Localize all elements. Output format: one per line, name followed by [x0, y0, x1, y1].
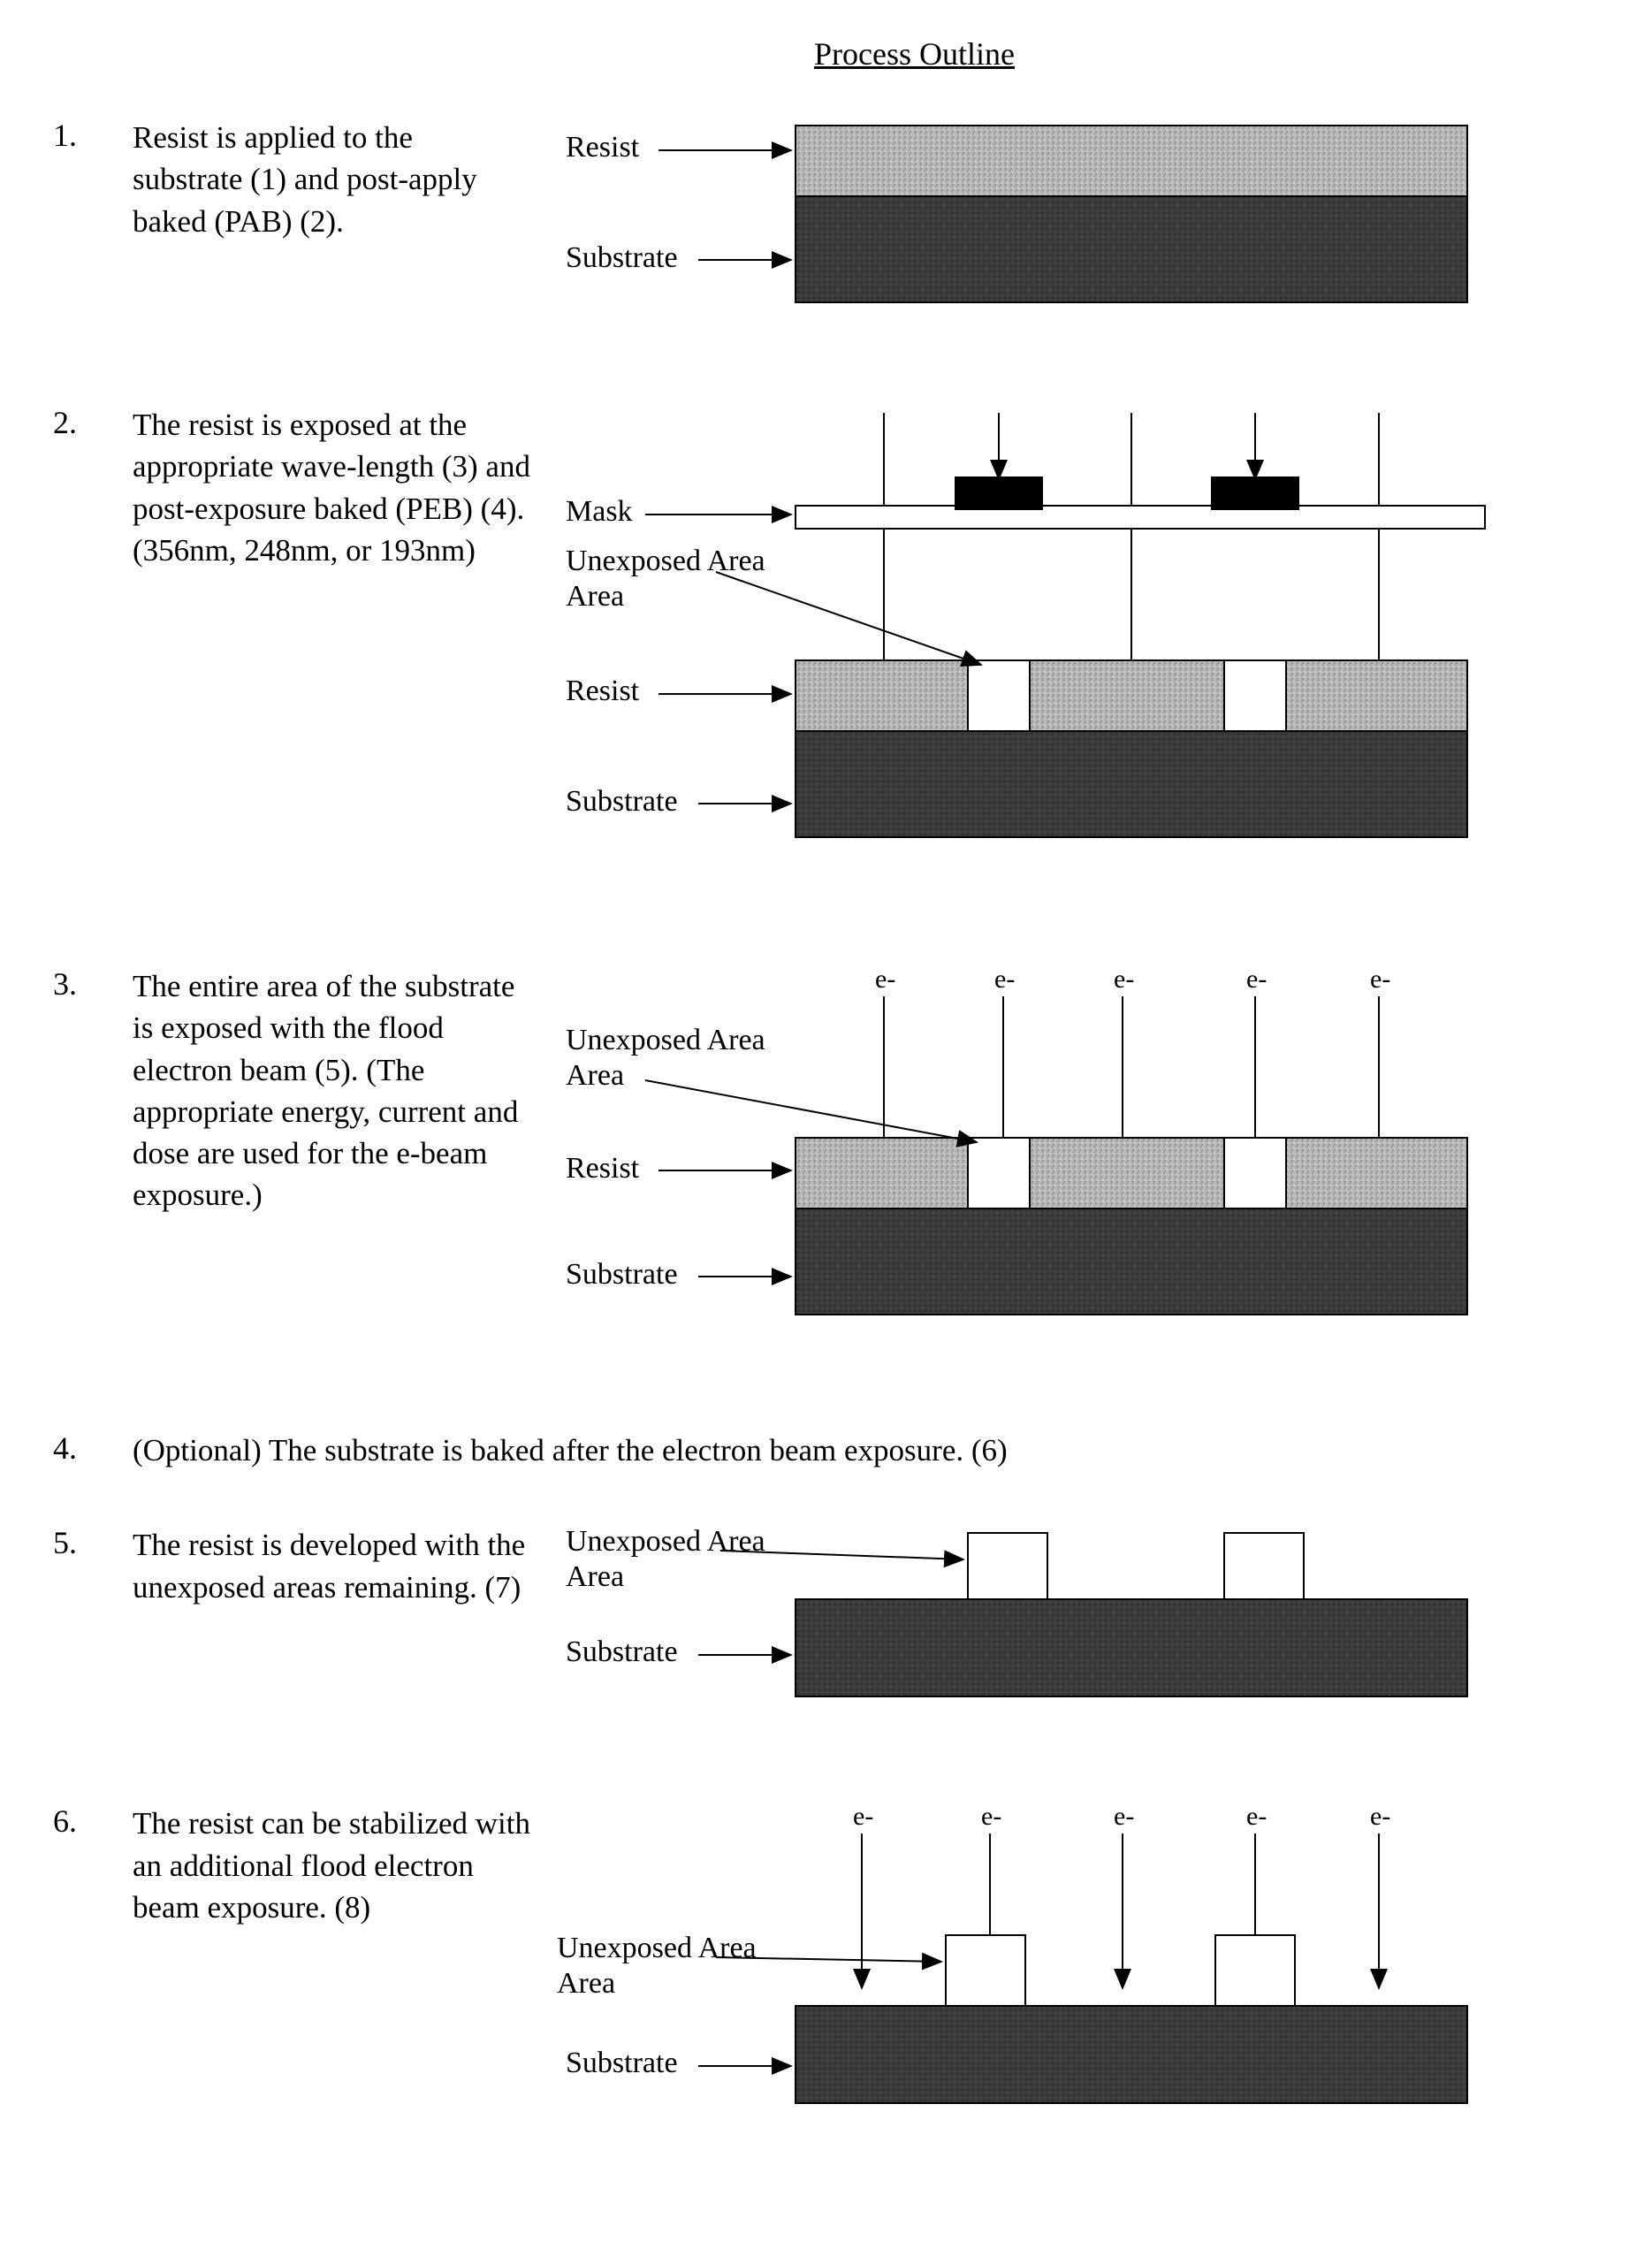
- step-3-num: 3.: [35, 965, 133, 1003]
- svg-text:Area: Area: [566, 1560, 624, 1593]
- step-1-num: 1.: [35, 117, 133, 154]
- label-substrate-3: Substrate: [566, 1258, 678, 1291]
- step-2-diagram: Mask Unexposed Area Area Resist Substrat…: [548, 404, 1617, 886]
- label-mask: Mask: [566, 495, 633, 528]
- step-3: 3. The entire area of the substrate is e…: [35, 965, 1617, 1350]
- svg-text:Area: Area: [566, 580, 624, 613]
- step-6-diagram: e- e- e- e- e- Unexposed Area Area Subst…: [548, 1803, 1617, 2134]
- svg-text:e-: e-: [1370, 964, 1390, 994]
- step-1-text: Resist is applied to the substrate (1) a…: [133, 117, 548, 242]
- svg-text:e-: e-: [1246, 964, 1267, 994]
- svg-text:Area: Area: [566, 1059, 624, 1092]
- step-6: 6. The resist can be stabilized with an …: [35, 1803, 1617, 2134]
- step-3-diagram: e- e- e- e- e- Unexposed Area Area Resis…: [548, 965, 1617, 1350]
- step-5-text: The resist is developed with the unexpos…: [133, 1524, 548, 1608]
- electron-label: e-: [875, 964, 895, 994]
- label-resist: Resist: [566, 131, 640, 164]
- step-2: 2. The resist is exposed at the appropri…: [35, 404, 1617, 886]
- label-substrate-5: Substrate: [566, 1635, 678, 1668]
- step-5: 5. The resist is developed with the unex…: [35, 1524, 1617, 1723]
- step-1: 1. Resist is applied to the substrate (1…: [35, 117, 1617, 324]
- svg-text:Area: Area: [557, 1967, 615, 2000]
- page-title: Process Outline: [212, 35, 1617, 72]
- step-1-diagram: Resist Substrate: [548, 117, 1617, 324]
- label-substrate-2: Substrate: [566, 785, 678, 818]
- step-5-num: 5.: [35, 1524, 133, 1561]
- svg-text:e-: e-: [981, 1802, 1001, 1831]
- svg-text:e-: e-: [1114, 1802, 1134, 1831]
- svg-text:e-: e-: [994, 964, 1015, 994]
- step-4: 4. (Optional) The substrate is baked aft…: [35, 1429, 1617, 1471]
- label-substrate-6: Substrate: [566, 2047, 678, 2079]
- label-unexposed-1: Unexposed Area: [566, 545, 765, 577]
- step-4-num: 4.: [35, 1429, 133, 1467]
- label-resist-3: Resist: [566, 1152, 640, 1185]
- step-5-diagram: Unexposed Area Area Substrate: [548, 1524, 1617, 1723]
- label-unexposed-5: Unexposed Area: [566, 1525, 765, 1558]
- step-6-num: 6.: [35, 1803, 133, 1840]
- step-2-text: The resist is exposed at the appropriate…: [133, 404, 548, 571]
- step-4-text: (Optional) The substrate is baked after …: [133, 1429, 1193, 1471]
- step-2-num: 2.: [35, 404, 133, 441]
- label-unexposed-6: Unexposed Area: [557, 1932, 757, 1964]
- label-substrate: Substrate: [566, 241, 678, 274]
- step-3-text: The entire area of the substrate is expo…: [133, 965, 548, 1216]
- svg-text:e-: e-: [853, 1802, 873, 1831]
- svg-text:e-: e-: [1246, 1802, 1267, 1831]
- svg-text:e-: e-: [1370, 1802, 1390, 1831]
- svg-text:e-: e-: [1114, 964, 1134, 994]
- label-resist-2: Resist: [566, 675, 640, 707]
- step-6-text: The resist can be stabilized with an add…: [133, 1803, 548, 1928]
- label-unexposed-3: Unexposed Area: [566, 1024, 765, 1056]
